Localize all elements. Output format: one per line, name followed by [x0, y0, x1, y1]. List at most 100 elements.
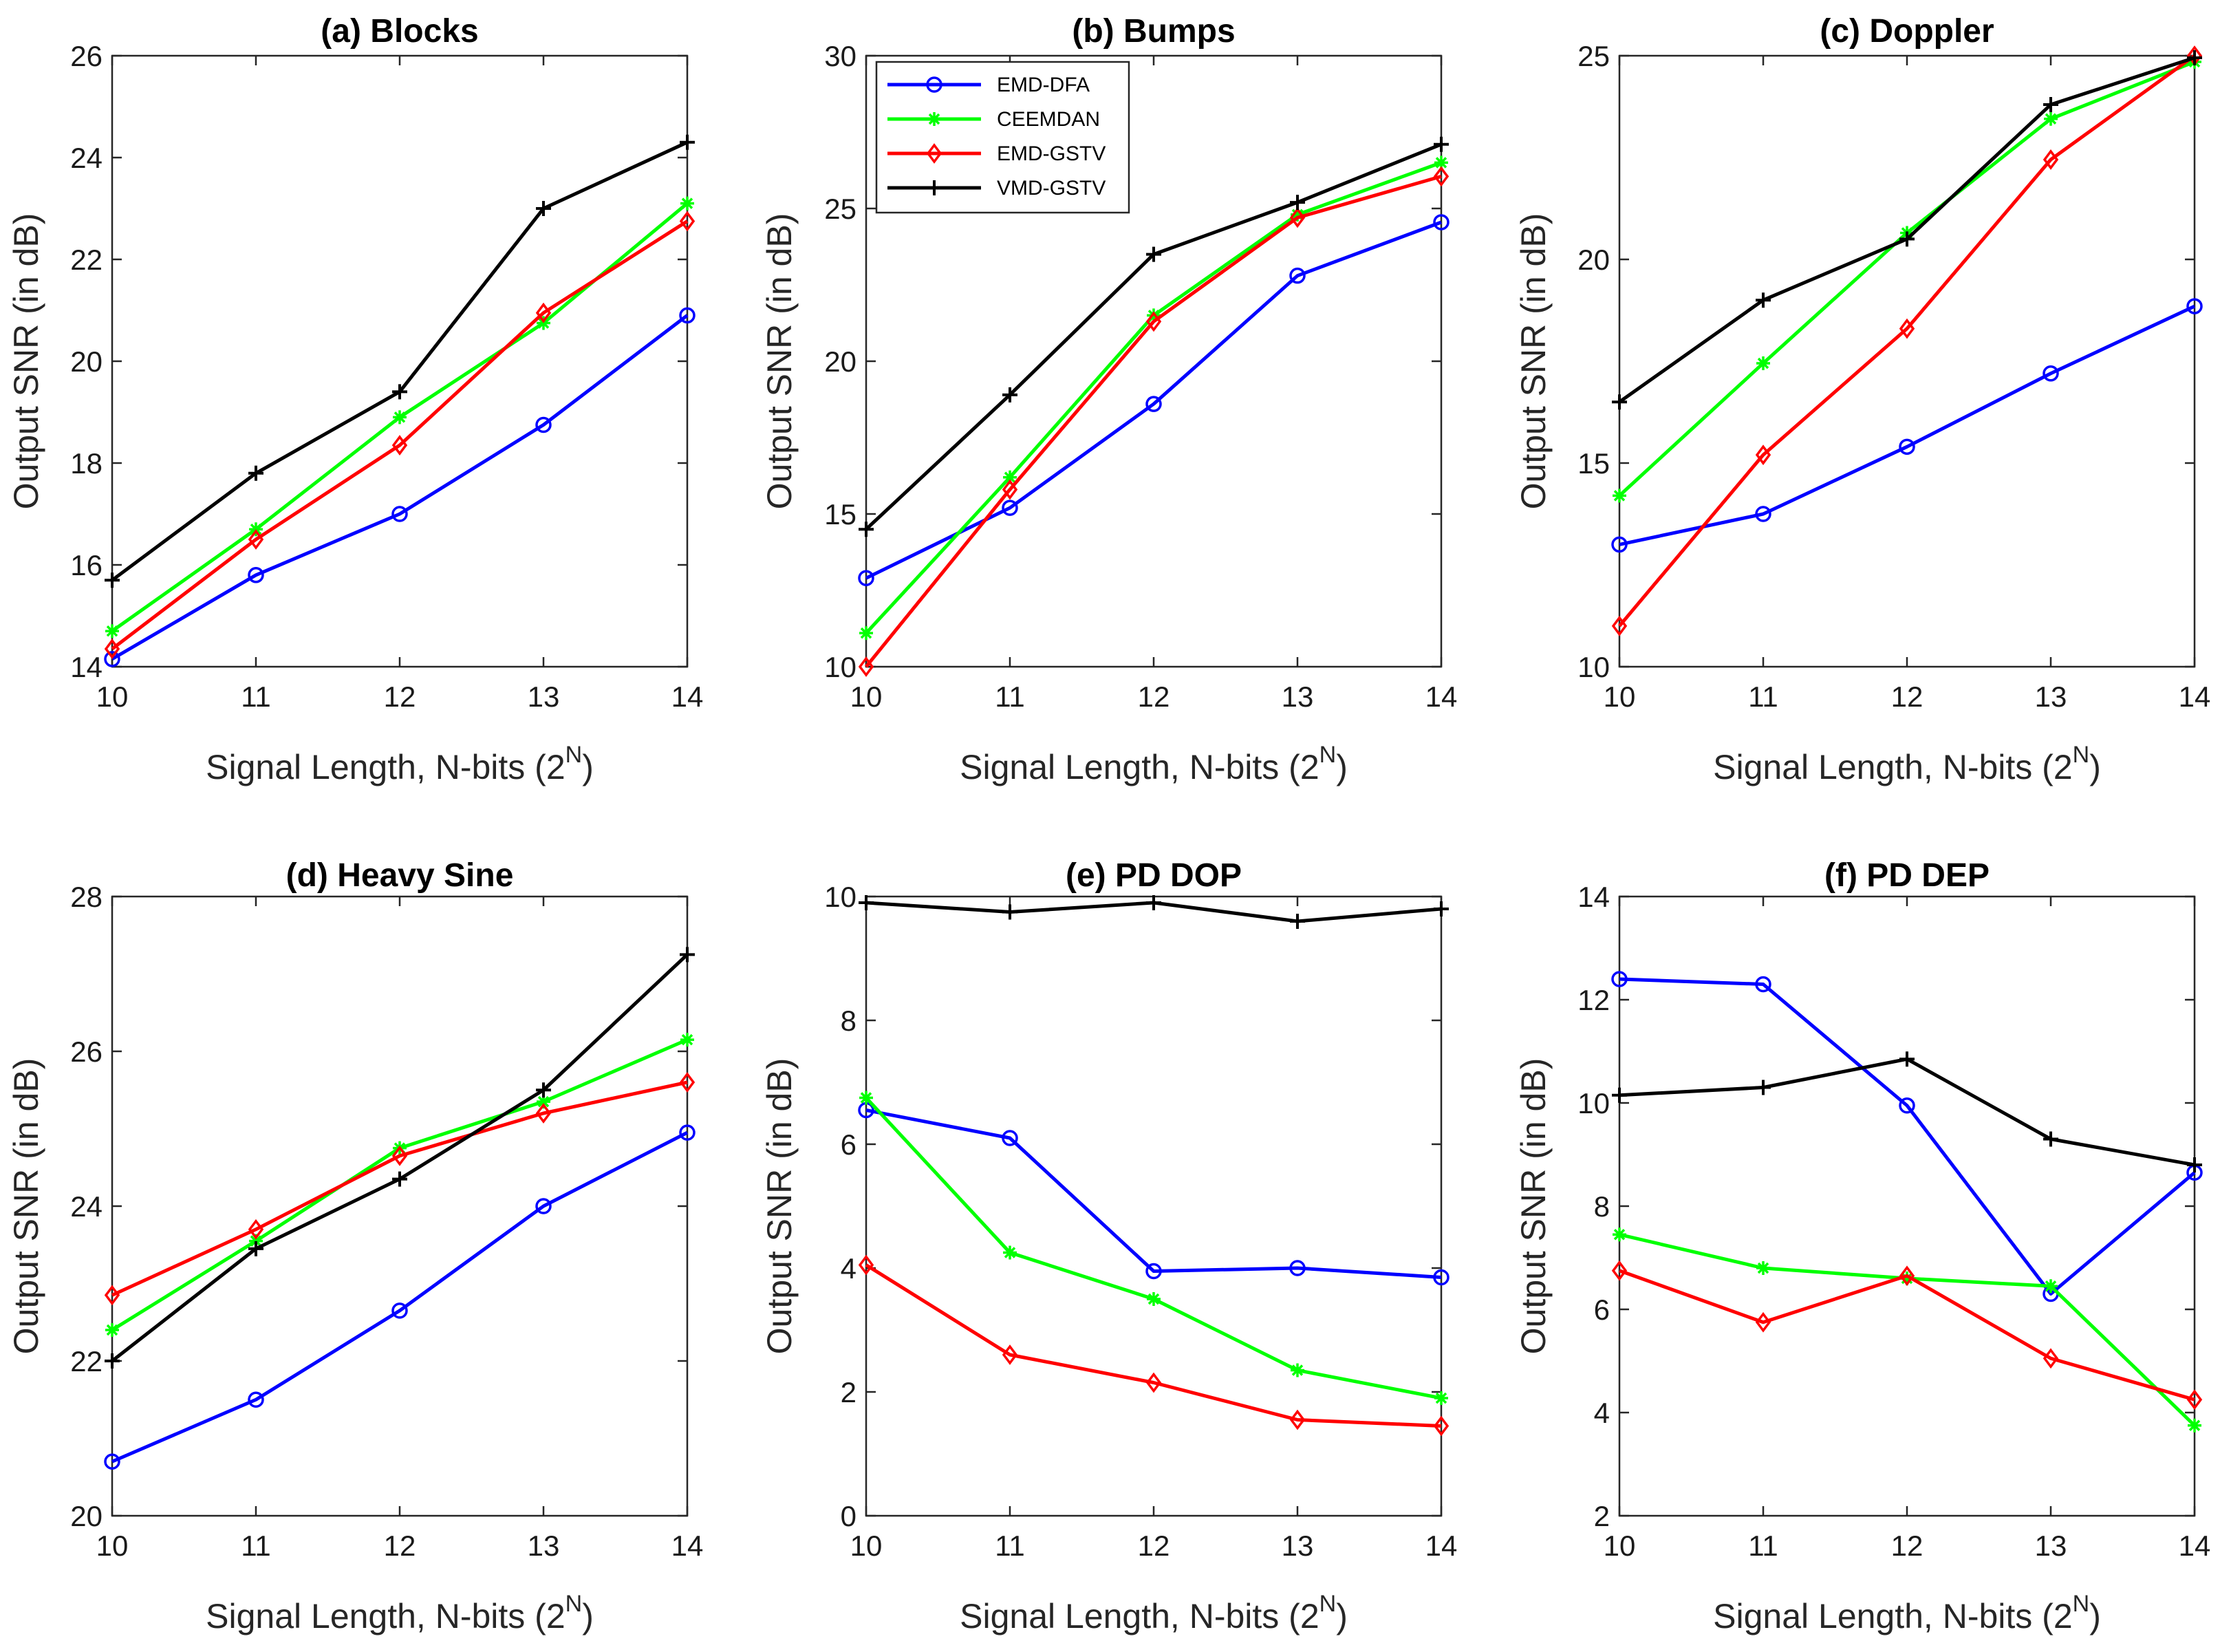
y-tick-label: 16 — [70, 549, 103, 581]
y-tick-label: 20 — [1577, 244, 1610, 276]
y-tick-label: 15 — [824, 498, 856, 530]
x-tick-label: 14 — [671, 680, 704, 713]
data-point — [858, 656, 874, 677]
series-emd-dfa — [104, 1124, 696, 1470]
x-tick-label: 14 — [671, 1530, 704, 1562]
y-tick-label: 12 — [1577, 984, 1610, 1016]
y-tick-label: 6 — [1594, 1294, 1610, 1326]
data-point — [248, 1391, 264, 1408]
data-point — [535, 1198, 552, 1214]
data-point — [391, 1145, 408, 1166]
data-point — [1146, 895, 1161, 910]
data-point — [1145, 396, 1162, 412]
legend-entry-vmd-gstv: VMD-GSTV — [887, 177, 1106, 200]
data-point — [105, 1353, 120, 1369]
data-point — [1899, 231, 1915, 247]
series-vmd-gstv — [105, 947, 695, 1369]
series-emd-dfa — [1611, 298, 2203, 553]
panel-title: (d) Heavy Sine — [286, 857, 514, 894]
y-tick-label: 18 — [70, 447, 103, 480]
data-point — [2186, 1389, 2203, 1410]
data-point — [2187, 50, 2202, 65]
y-tick-label: 2 — [841, 1376, 856, 1408]
x-axis-label-end: ) — [2089, 748, 2101, 786]
data-point — [1002, 387, 1017, 403]
data-point — [1290, 195, 1305, 211]
data-point — [1002, 479, 1018, 500]
data-point — [1611, 1260, 1628, 1281]
y-tick-label: 25 — [1577, 40, 1610, 72]
panel-title: (a) Blocks — [321, 13, 478, 50]
data-point — [1755, 1311, 1771, 1333]
x-tick-label: 10 — [96, 1530, 129, 1562]
data-point — [1002, 500, 1018, 516]
series-line-emd-gstv — [1619, 1269, 2195, 1402]
data-point — [391, 435, 408, 456]
data-point — [680, 134, 695, 150]
x-tick-label: 11 — [241, 1530, 271, 1562]
x-tick-label: 10 — [1604, 1530, 1636, 1562]
data-point — [1612, 1087, 1627, 1103]
y-tick-label: 24 — [70, 1190, 103, 1223]
axes-box — [111, 54, 689, 668]
data-point — [1147, 1292, 1161, 1306]
legend-label: CEEMDAN — [997, 108, 1100, 131]
legend: EMD-DFA CEEMDAN EMD-GSTV VMD-GSTV — [875, 61, 1130, 214]
data-point — [2043, 1131, 2058, 1147]
data-point — [859, 1091, 873, 1105]
data-point — [1899, 1051, 1915, 1067]
series-line-emd-dfa — [865, 1108, 1442, 1279]
series-emd-gstv — [104, 211, 696, 660]
data-point — [1756, 292, 1771, 308]
data-point — [1289, 267, 1306, 284]
series-line-emd-gstv — [1618, 54, 2196, 627]
data-point — [1434, 136, 1449, 152]
x-axis-label-superscript: N — [565, 742, 583, 768]
data-point — [2188, 1418, 2201, 1433]
data-point — [2044, 1279, 2058, 1294]
legend-entry-ceemdan: CEEMDAN — [887, 108, 1100, 131]
x-axis-label-superscript: N — [565, 1591, 583, 1617]
x-axis-label-end: ) — [1336, 1597, 1348, 1635]
x-axis-label: Signal Length, N-bits (2N) — [1713, 742, 2101, 786]
x-axis-label-superscript: N — [2073, 1591, 2090, 1617]
data-point — [680, 196, 694, 211]
y-tick-label: 14 — [70, 651, 103, 683]
x-axis-label: Signal Length, N-bits (2N) — [206, 1591, 594, 1635]
series-ceemdan — [859, 155, 1448, 641]
y-tick-label: 4 — [841, 1252, 856, 1285]
y-tick-label: 10 — [1577, 1087, 1610, 1119]
x-tick-label: 10 — [850, 1530, 883, 1562]
data-point — [104, 1453, 120, 1470]
data-point — [2186, 298, 2203, 314]
series-vmd-gstv — [859, 895, 1449, 929]
data-point — [1003, 470, 1017, 484]
data-point — [1433, 214, 1450, 230]
series-line-emd-gstv — [865, 174, 1442, 668]
panel-title: (e) PD DOP — [1066, 857, 1242, 894]
data-point — [679, 211, 696, 232]
legend-entry-emd-dfa: EMD-DFA — [887, 74, 1090, 96]
data-point — [392, 384, 407, 400]
panel-a-blocks: (a) Blocks Output SNR (in dB) Signal Len… — [7, 13, 703, 786]
y-tick-label: 14 — [1577, 881, 1610, 913]
panel-title: (b) Bumps — [1072, 13, 1235, 50]
x-tick-label: 14 — [1425, 1530, 1458, 1562]
x-axis-label-end: ) — [582, 1597, 594, 1635]
data-point — [1002, 1130, 1018, 1146]
data-point — [1002, 1344, 1018, 1365]
data-point — [1612, 394, 1627, 410]
x-axis-label-main: Signal Length, N-bits (2 — [1713, 748, 2073, 786]
data-point — [104, 639, 120, 660]
data-point — [393, 410, 407, 425]
data-point — [248, 1241, 263, 1256]
legend-marker — [927, 112, 941, 126]
y-tick-label: 26 — [70, 1036, 103, 1068]
series-line-emd-gstv — [111, 219, 689, 651]
data-point — [104, 1285, 120, 1306]
data-point — [680, 1033, 694, 1047]
data-point — [2187, 1157, 2202, 1172]
series-vmd-gstv — [859, 136, 1449, 537]
data-point — [1147, 308, 1161, 323]
series-vmd-gstv — [105, 134, 695, 588]
